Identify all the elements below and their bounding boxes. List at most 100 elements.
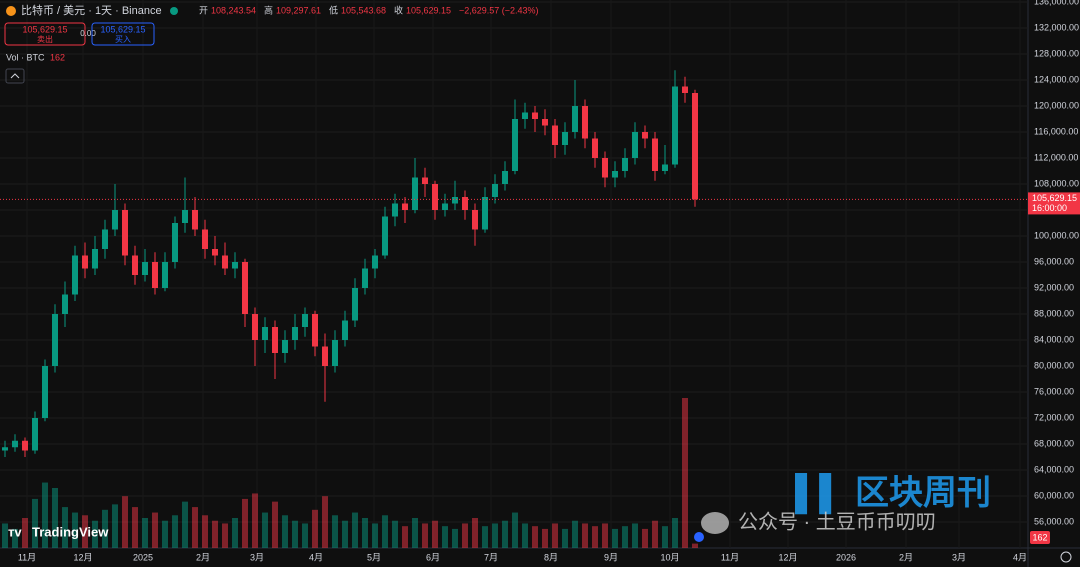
candle-body — [642, 132, 648, 139]
candle-body — [412, 177, 418, 210]
x-tick-label: 11月 — [18, 552, 36, 562]
volume-bar — [132, 507, 138, 548]
volume-bar — [102, 509, 108, 548]
x-tick-label: 6月 — [426, 552, 440, 562]
y-tick-label: 136,000.00 — [1034, 0, 1079, 6]
volume-bar — [202, 515, 208, 548]
volume-bar — [442, 526, 448, 548]
volume-bar — [552, 523, 558, 548]
btc-icon — [6, 6, 16, 16]
y-tick-label: 132,000.00 — [1034, 22, 1079, 32]
volume-bar — [592, 526, 598, 548]
volume-bar — [62, 507, 68, 548]
candle-body — [82, 255, 88, 269]
candle-body — [42, 366, 48, 418]
volume-bar — [42, 482, 48, 548]
x-tick-label: 8月 — [544, 552, 558, 562]
volume-bar — [642, 528, 648, 548]
volume-bar — [612, 528, 618, 548]
candle-body — [432, 184, 438, 210]
candle-body — [22, 440, 28, 451]
volume-bar — [412, 518, 418, 548]
volume-bar — [692, 543, 698, 548]
candle-body — [382, 216, 388, 256]
x-tick-label: 10月 — [660, 552, 679, 562]
open-label: 开 — [199, 5, 208, 15]
candle-body — [12, 440, 18, 448]
y-tick-label: 72,000.00 — [1034, 412, 1074, 422]
x-tick-label: 2月 — [196, 552, 210, 562]
candle-body — [572, 106, 578, 132]
y-tick-label: 64,000.00 — [1034, 464, 1074, 474]
candle-body — [182, 210, 188, 223]
volume-bar — [242, 498, 248, 548]
candle-body — [422, 177, 428, 184]
y-tick-label: 84,000.00 — [1034, 334, 1074, 344]
volume-bar — [22, 518, 28, 548]
x-tick-label: 2026 — [836, 552, 856, 562]
x-tick-label: 2月 — [899, 552, 913, 562]
y-tick-label: 56,000.00 — [1034, 516, 1074, 526]
volume-bar — [152, 512, 158, 548]
buy-button[interactable] — [91, 22, 155, 46]
volume-bar — [282, 515, 288, 548]
x-tick-label: 5月 — [367, 552, 381, 562]
candle-body — [612, 171, 618, 178]
volume-bar — [72, 512, 78, 548]
volume-bar — [402, 526, 408, 548]
candle-body — [312, 314, 318, 347]
volume-bar — [192, 507, 198, 548]
candle-body — [232, 262, 238, 269]
candle-body — [542, 119, 548, 126]
candle-body — [622, 158, 628, 171]
volume-bar — [462, 523, 468, 548]
volume-bar — [572, 520, 578, 548]
candle-body — [52, 314, 58, 366]
candle-body — [72, 255, 78, 295]
volume-bar — [422, 523, 428, 548]
volume-bar — [472, 518, 478, 548]
sell-button[interactable] — [4, 22, 86, 46]
x-tick-label: 12月 — [778, 552, 797, 562]
candle-body — [392, 203, 398, 217]
change: −2,629.57 (−2.43%) — [459, 5, 539, 15]
settings-button[interactable] — [1060, 551, 1072, 563]
candle-body — [592, 138, 598, 158]
volume-bar — [162, 520, 168, 548]
candle-body — [222, 255, 228, 269]
candle-body — [532, 112, 538, 119]
volume-bar — [272, 501, 278, 548]
volume-bar — [92, 520, 98, 548]
x-tick-label: 7月 — [484, 552, 498, 562]
volume-bar — [522, 523, 528, 548]
high-label: 高 — [264, 4, 273, 15]
last-price-label: 105,629.15 — [1032, 193, 1077, 203]
volume-bar — [512, 512, 518, 548]
candle-body — [552, 125, 558, 145]
candle-body — [152, 262, 158, 288]
watermark-brand: ▌▌ — [795, 473, 843, 515]
volume-bar — [142, 518, 148, 548]
sell-label: 卖出 — [37, 34, 53, 44]
candle-body — [252, 314, 258, 340]
y-tick-label: 88,000.00 — [1034, 308, 1074, 318]
volume-bar — [182, 501, 188, 548]
candle-body — [492, 184, 498, 197]
buy-label: 买入 — [115, 35, 131, 44]
logo-mark: ᴛᴠ — [8, 524, 22, 539]
event-icon[interactable] — [694, 532, 704, 542]
collapse-icon — [10, 73, 20, 79]
close: 105,629.15 — [406, 5, 451, 15]
logo: TradingView — [32, 524, 109, 539]
volume-bar — [292, 520, 298, 548]
volume-bar — [492, 523, 498, 548]
volume-bar — [352, 512, 358, 548]
candle-body — [262, 327, 268, 340]
volume-bar — [172, 515, 178, 548]
collapse-button[interactable] — [5, 68, 25, 84]
candle-body — [452, 197, 458, 204]
candle-body — [522, 112, 528, 119]
candle-body — [662, 164, 668, 171]
volume-bar — [562, 528, 568, 548]
volume-bar — [302, 523, 308, 548]
